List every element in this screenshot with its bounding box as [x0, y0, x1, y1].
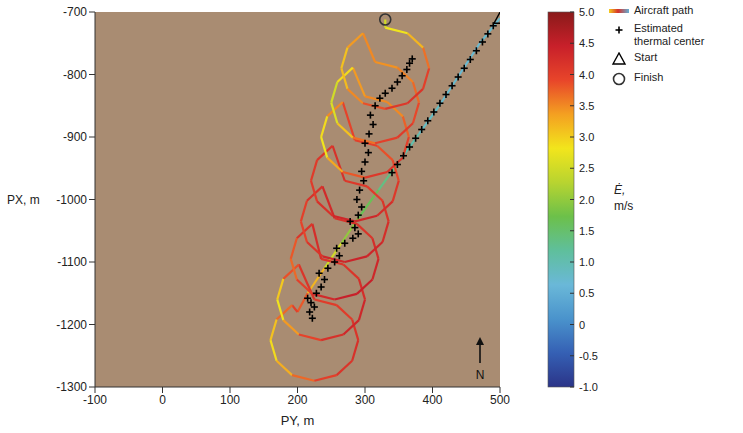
html-text:Finish: Finish — [634, 71, 664, 83]
svg-text:-1100: -1100 — [57, 255, 87, 269]
svg-text:4.5: 4.5 — [579, 37, 594, 49]
svg-text:-0.5: -0.5 — [579, 350, 598, 362]
svg-text:5.0: 5.0 — [579, 6, 594, 18]
svg-text:-900: -900 — [63, 130, 87, 144]
html-text:Ė,: Ė, — [614, 182, 626, 197]
svg-text:-800: -800 — [63, 68, 87, 82]
svg-text:0.5: 0.5 — [579, 287, 594, 299]
html-text:Aircraft path: Aircraft path — [634, 4, 694, 16]
svg-text:0: 0 — [159, 393, 166, 407]
svg-text:4.0: 4.0 — [579, 69, 594, 81]
svg-text:-100: -100 — [83, 393, 107, 407]
svg-text:-1000: -1000 — [56, 193, 87, 207]
svg-text:0: 0 — [579, 319, 585, 331]
svg-text:100: 100 — [220, 393, 240, 407]
svg-text:1.5: 1.5 — [579, 225, 594, 237]
svg-text:400: 400 — [422, 393, 442, 407]
svg-text:-1300: -1300 — [56, 380, 87, 394]
svg-text:2.0: 2.0 — [579, 194, 594, 206]
svg-text:PY, m: PY, m — [281, 413, 315, 428]
svg-text:-700: -700 — [63, 5, 87, 19]
svg-text:200: 200 — [287, 393, 307, 407]
html-text:N: N — [475, 368, 485, 382]
svg-text:PX, m: PX, m — [7, 193, 40, 207]
svg-text:300: 300 — [355, 393, 375, 407]
svg-text:1.0: 1.0 — [579, 256, 594, 268]
svg-text:2.5: 2.5 — [579, 162, 594, 174]
html-text:thermal center: thermal center — [634, 35, 705, 47]
svg-text:3.5: 3.5 — [579, 100, 594, 112]
html-text:Start: Start — [634, 51, 658, 63]
html-text:m/s: m/s — [614, 198, 634, 213]
svg-text:3.0: 3.0 — [579, 131, 594, 143]
html-text:Estimated: Estimated — [634, 22, 683, 34]
svg-text:-1.0: -1.0 — [579, 381, 598, 393]
svg-text:500: 500 — [490, 393, 510, 407]
svg-text:-1200: -1200 — [56, 318, 87, 332]
